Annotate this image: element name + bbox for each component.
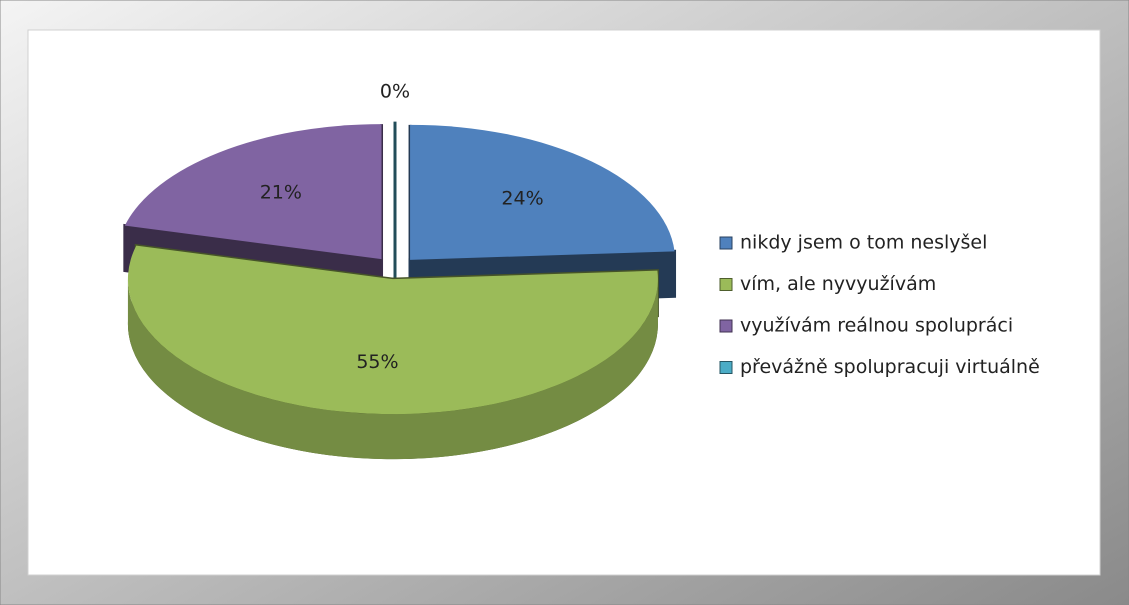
- data-label: 21%: [260, 182, 302, 204]
- legend-swatch: [719, 361, 733, 374]
- legend-label: nikdy jsem o tom neslyšel: [740, 232, 987, 254]
- slice: [127, 245, 658, 415]
- slice: [410, 124, 675, 260]
- data-label: 0%: [380, 81, 410, 103]
- legend-swatch: [719, 236, 733, 250]
- legend-label: vím, ale nyvyužívám: [740, 273, 936, 295]
- legend-swatch: [719, 278, 733, 291]
- data-label: 24%: [501, 187, 543, 209]
- data-label: 55%: [356, 351, 398, 373]
- legend-label: převážně spolupracuji virtuálně: [740, 356, 1040, 378]
- slice: [124, 124, 382, 260]
- legend-label: využívám reálnou spolupráci: [740, 315, 1013, 337]
- slice-wall: [127, 279, 658, 460]
- legend-swatch: [719, 319, 733, 333]
